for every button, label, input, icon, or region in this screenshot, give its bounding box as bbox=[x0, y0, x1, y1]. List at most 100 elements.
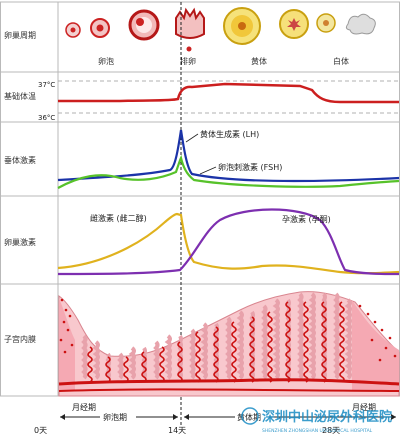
spiral-artery bbox=[249, 316, 255, 383]
blood-droplets bbox=[59, 298, 397, 362]
spiral-artery bbox=[195, 331, 201, 383]
fsh-curve bbox=[57, 154, 400, 189]
gland bbox=[128, 346, 136, 380]
gland bbox=[236, 310, 244, 380]
watermark-cn: 深圳中山泌尿外科医院 bbox=[262, 409, 392, 425]
blood-droplet bbox=[64, 308, 68, 312]
temp-high-label: 37°C bbox=[38, 81, 55, 89]
temperature-panel: 37°C 36°C bbox=[38, 80, 399, 122]
gland bbox=[272, 298, 280, 380]
blood-droplet bbox=[378, 358, 382, 362]
blood-droplet bbox=[393, 354, 397, 358]
blood-droplet bbox=[366, 312, 370, 316]
corpus-luteum-icon-3 bbox=[316, 13, 336, 33]
blood-droplet bbox=[68, 314, 72, 318]
estrogen-label: 雌激素 (雌二醇) bbox=[90, 213, 147, 223]
blood-droplet bbox=[70, 343, 74, 347]
row-labels: 卵巢周期 基础体温 垂体激素 卵巢激素 子宫内膜 bbox=[4, 30, 36, 344]
gland bbox=[164, 334, 172, 380]
fsh-label: 卵泡刺激素 (FSH) bbox=[218, 162, 282, 172]
spiral-artery bbox=[123, 356, 129, 383]
gland bbox=[189, 328, 196, 380]
spiral-artery bbox=[177, 341, 183, 383]
spiral-artery bbox=[105, 356, 111, 383]
menses-right-label: 月经期 bbox=[352, 402, 376, 412]
phase-follicle: 卵泡 bbox=[98, 56, 114, 66]
spiral-artery bbox=[141, 351, 147, 383]
blood-droplet bbox=[60, 298, 64, 302]
temp-low-label: 36°C bbox=[38, 114, 55, 122]
blood-droplet bbox=[373, 320, 377, 324]
blood-droplet bbox=[358, 304, 362, 308]
gland bbox=[225, 316, 232, 380]
endometrium-panel bbox=[58, 291, 400, 397]
spiral-artery bbox=[321, 301, 327, 383]
gland bbox=[200, 322, 208, 380]
row-label-basal-temp: 基础体温 bbox=[4, 91, 36, 101]
gland bbox=[81, 334, 88, 380]
ovulating-follicle-icon bbox=[175, 7, 205, 52]
blood-droplet bbox=[62, 320, 66, 324]
shedding-lining-right bbox=[352, 300, 399, 390]
day-14-label: 14天 bbox=[168, 426, 186, 435]
white-body-icon bbox=[345, 13, 376, 35]
spiral-artery bbox=[303, 301, 309, 383]
bottom-timeline: 月经期 月经期 卵泡期 黄体期 0天 14天 28天 bbox=[34, 402, 396, 435]
blood-droplet bbox=[63, 350, 67, 354]
lh-label: 黄体生成素 (LH) bbox=[200, 129, 259, 139]
hospital-logo-icon bbox=[241, 407, 259, 425]
watermark-en: SHENZHEN ZHONGSHAN UROLOGICAL HOSPITAL bbox=[262, 428, 373, 434]
gland bbox=[297, 292, 304, 380]
ovum-icon bbox=[186, 46, 192, 52]
estrogen-curve bbox=[57, 212, 400, 275]
blood-droplet bbox=[370, 338, 374, 342]
follicular-label-bg bbox=[100, 411, 136, 423]
hospital-watermark: 深圳中山泌尿外科医院 SHENZHEN ZHONGSHAN UROLOGICAL… bbox=[241, 407, 392, 434]
basal-vein bbox=[58, 388, 400, 392]
spiral-artery bbox=[267, 311, 273, 383]
corpus-luteum-icon-2 bbox=[279, 9, 309, 39]
phase-ovulation: 排卵 bbox=[180, 56, 196, 66]
pituitary-panel: 黄体生成素 (LH) 卵泡刺激素 (FSH) bbox=[57, 129, 400, 189]
lh-pointer bbox=[185, 133, 199, 143]
blood-droplet bbox=[66, 328, 70, 332]
ovary-icons bbox=[65, 7, 376, 52]
basal-artery bbox=[58, 378, 400, 386]
day-0-label: 0天 bbox=[34, 426, 47, 435]
gland bbox=[92, 340, 100, 380]
ovarian-hormone-panel-frame bbox=[0, 195, 400, 285]
menses-left-label: 月经期 bbox=[72, 402, 96, 412]
row-label-endometrium: 子宫内膜 bbox=[4, 334, 36, 344]
shedding-lining-left bbox=[59, 298, 75, 390]
follicle-icon-3 bbox=[128, 9, 160, 41]
gland bbox=[261, 304, 268, 380]
blood-droplet bbox=[380, 328, 384, 332]
gland bbox=[344, 298, 352, 380]
follicular-phase-label: 卵泡期 bbox=[103, 412, 127, 422]
blood-droplet bbox=[384, 346, 388, 350]
row-label-ovary-cycle: 卵巢周期 bbox=[4, 30, 36, 40]
follicle-icon-1 bbox=[65, 22, 81, 38]
spiral-artery bbox=[159, 346, 165, 383]
lh-curve bbox=[57, 129, 400, 183]
luteal-phase-label: 黄体期 bbox=[237, 412, 261, 422]
spiral-arteries bbox=[87, 301, 345, 383]
progesterone-label: 孕激素 (孕酮) bbox=[282, 214, 331, 224]
row-label-ovarian-hormones: 卵巢激素 bbox=[4, 237, 36, 247]
fsh-pointer bbox=[199, 166, 217, 175]
phase-labels: 卵泡 排卵 黄体 白体 bbox=[98, 56, 349, 66]
gland bbox=[153, 340, 160, 380]
row-label-pituitary: 垂体激素 bbox=[4, 155, 36, 165]
spiral-artery bbox=[213, 326, 219, 383]
phase-white-body: 白体 bbox=[333, 56, 349, 66]
temperature-panel-frame bbox=[0, 71, 400, 123]
spiral-artery bbox=[285, 301, 291, 383]
follicle-icon-2 bbox=[90, 18, 110, 38]
progesterone-curve bbox=[57, 208, 400, 276]
day-28-label: 28天 bbox=[322, 426, 340, 435]
ovarian-hormone-panel: 雌激素 (雌二醇) 孕激素 (孕酮) bbox=[57, 208, 400, 276]
endometrial-glands bbox=[81, 292, 352, 380]
blood-droplet bbox=[388, 336, 392, 340]
gland bbox=[308, 292, 316, 380]
